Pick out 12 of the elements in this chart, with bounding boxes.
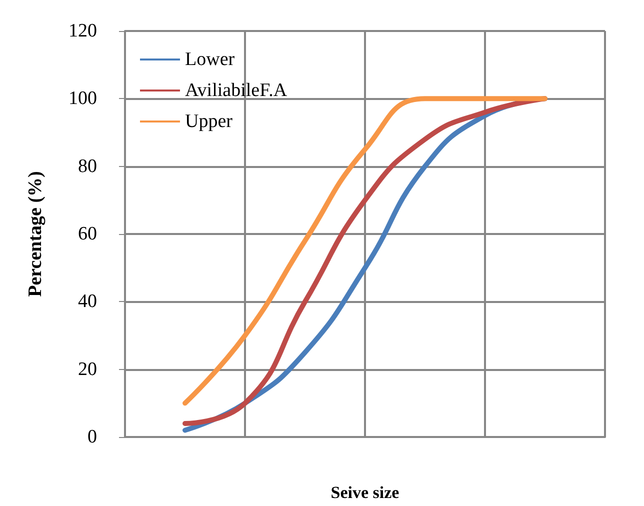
y-tick-label: 100 [68, 88, 97, 110]
y-tick-label: 120 [68, 20, 97, 42]
y-tick-label: 40 [78, 291, 97, 312]
y-axis-title: Percentage (%) [25, 171, 46, 297]
x-axis-title: Seive size [330, 483, 400, 502]
y-tick-label: 0 [88, 426, 97, 448]
y-tick-label: 80 [78, 156, 97, 177]
legend-label: Upper [185, 111, 234, 132]
legend-label: Lower [185, 49, 236, 70]
y-tick-label: 60 [78, 224, 97, 244]
y-tick-label: 20 [78, 358, 97, 380]
legend-label: AviliabileF.A [185, 80, 288, 101]
